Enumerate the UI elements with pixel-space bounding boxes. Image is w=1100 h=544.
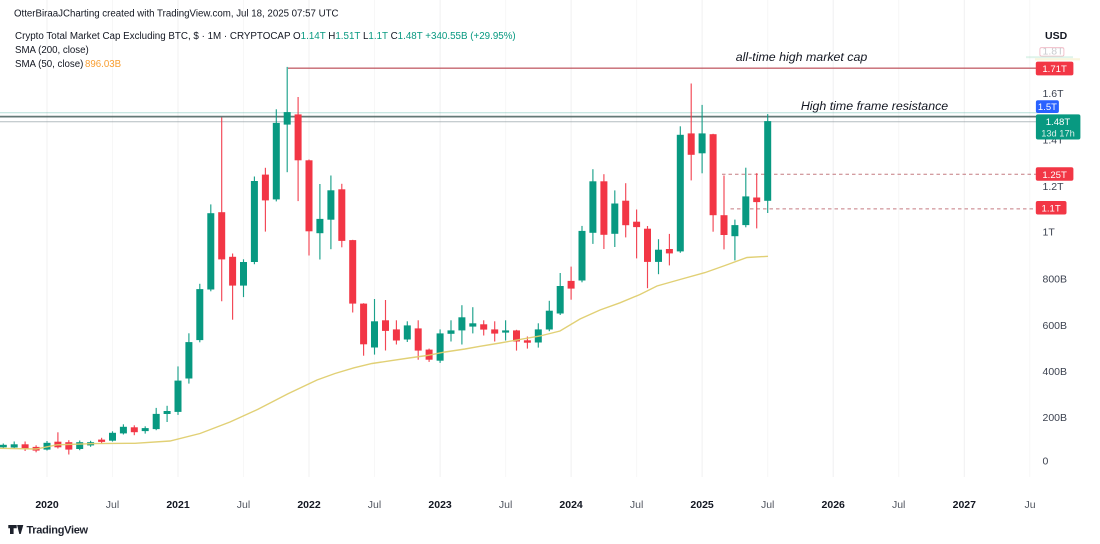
svg-text:Jul: Jul <box>892 499 905 511</box>
svg-text:High time frame resistance: High time frame resistance <box>801 99 948 113</box>
svg-text:Jul: Jul <box>368 499 381 511</box>
svg-text:SMA (200, close): SMA (200, close) <box>15 45 89 56</box>
svg-text:SMA (50, close) 896.03B: SMA (50, close) 896.03B <box>15 59 121 70</box>
svg-text:400B: 400B <box>1043 366 1068 378</box>
svg-text:2021: 2021 <box>166 499 190 511</box>
svg-text:1.1T: 1.1T <box>1041 204 1060 215</box>
svg-text:1.25T: 1.25T <box>1042 170 1067 181</box>
svg-text:Jul: Jul <box>106 499 119 511</box>
svg-text:2020: 2020 <box>35 499 59 511</box>
svg-text:TradingView: TradingView <box>27 525 89 537</box>
svg-text:1.5T: 1.5T <box>1038 102 1057 113</box>
svg-text:1.2T: 1.2T <box>1043 181 1065 193</box>
svg-text:Crypto Total Market Cap Exclud: Crypto Total Market Cap Excluding BTC, $… <box>15 31 516 42</box>
svg-text:200B: 200B <box>1043 412 1068 424</box>
svg-text:Jul: Jul <box>499 499 512 511</box>
svg-text:800B: 800B <box>1043 273 1068 285</box>
svg-text:2023: 2023 <box>428 499 452 511</box>
svg-text:2024: 2024 <box>559 499 583 511</box>
svg-text:2027: 2027 <box>953 499 977 511</box>
svg-text:OtterBiraaJCharting created wi: OtterBiraaJCharting created with Trading… <box>14 9 339 20</box>
svg-text:0: 0 <box>1043 456 1049 468</box>
svg-text:Jul: Jul <box>761 499 774 511</box>
svg-text:2026: 2026 <box>822 499 846 511</box>
svg-text:Jul: Jul <box>237 499 250 511</box>
svg-text:all-time high market cap: all-time high market cap <box>736 50 868 64</box>
svg-text:1.48T: 1.48T <box>1046 117 1071 128</box>
svg-text:USD: USD <box>1045 30 1068 42</box>
svg-text:2025: 2025 <box>690 499 714 511</box>
svg-text:1.6T: 1.6T <box>1043 88 1065 100</box>
svg-text:1.71T: 1.71T <box>1042 64 1067 75</box>
svg-text:2022: 2022 <box>297 499 321 511</box>
svg-text:600B: 600B <box>1043 320 1068 332</box>
svg-text:Ju: Ju <box>1024 499 1035 511</box>
svg-text:13d 17h: 13d 17h <box>1041 129 1075 139</box>
svg-text:Jul: Jul <box>630 499 643 511</box>
svg-text:1T: 1T <box>1043 226 1056 238</box>
